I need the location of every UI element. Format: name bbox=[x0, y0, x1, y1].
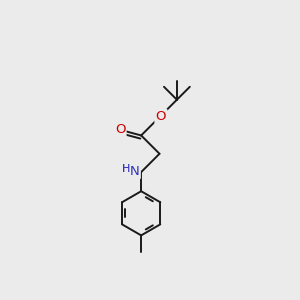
Text: O: O bbox=[115, 123, 125, 136]
Text: H: H bbox=[122, 164, 130, 174]
Text: O: O bbox=[156, 110, 166, 123]
Text: H: H bbox=[122, 164, 130, 174]
Text: N: N bbox=[130, 165, 140, 178]
Text: O: O bbox=[156, 110, 166, 123]
Text: O: O bbox=[115, 123, 125, 136]
Text: N: N bbox=[130, 165, 140, 178]
